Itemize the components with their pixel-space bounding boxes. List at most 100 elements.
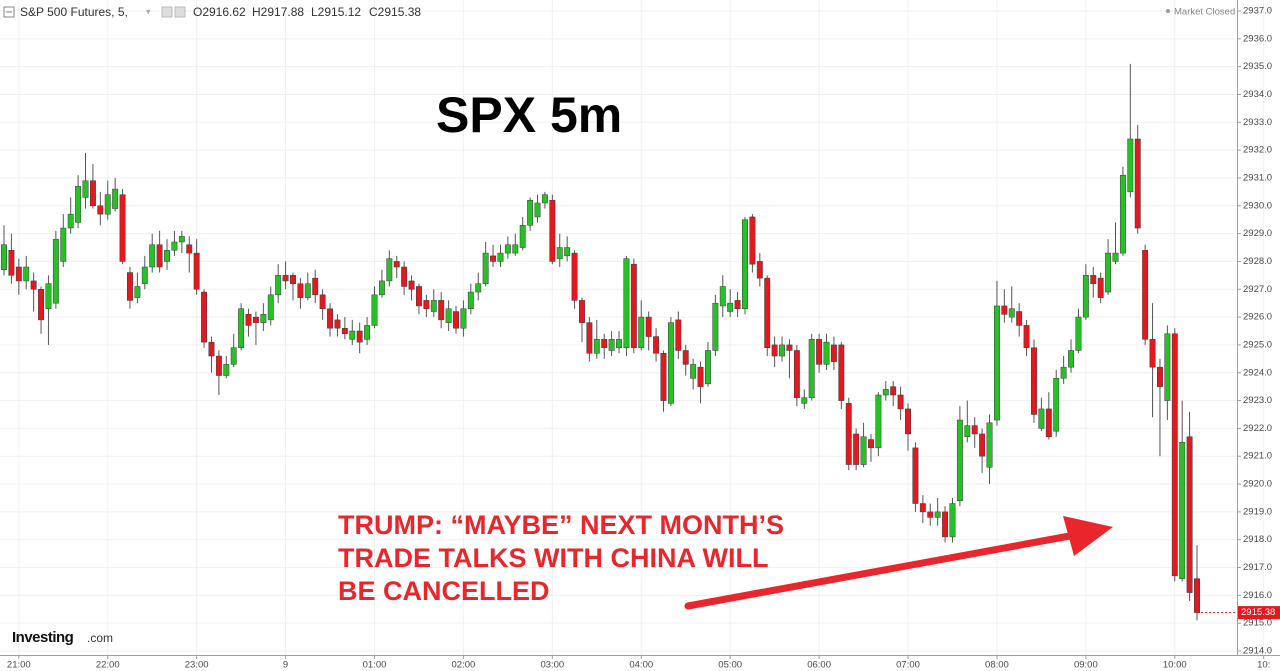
y-tick-label: 2918.0	[1243, 534, 1272, 545]
candle-body	[201, 291, 208, 343]
arrow-shaft	[684, 531, 1079, 610]
candle-body	[734, 300, 741, 309]
close-icon[interactable]	[174, 6, 186, 18]
candle-body	[186, 244, 193, 254]
open-label: O2916.62	[193, 5, 246, 19]
x-tick-label: 07:00	[896, 660, 920, 671]
candle-body	[252, 316, 259, 323]
y-tick-label: 2919.0	[1243, 506, 1272, 517]
candle-body	[215, 355, 222, 376]
low-label: L2915.12	[311, 5, 361, 19]
candle-body	[719, 286, 726, 307]
y-tick-label: 2932.0	[1243, 145, 1272, 156]
arrow-head	[1063, 516, 1113, 556]
candle-body	[705, 350, 711, 385]
candle-body	[245, 314, 252, 326]
x-tick-label: 9	[283, 660, 288, 671]
candle-body	[512, 244, 519, 254]
candle-body	[319, 294, 326, 309]
candle-body	[653, 336, 660, 354]
candle-body	[1, 244, 7, 271]
candle-body	[675, 319, 682, 351]
candle-body	[238, 308, 245, 348]
high-label: H2917.88	[252, 5, 304, 19]
candle-body	[919, 503, 926, 513]
candle-body	[1097, 277, 1104, 298]
last-price-tag	[1238, 606, 1280, 620]
candle-body	[793, 350, 800, 399]
candle-body	[475, 283, 482, 293]
y-tick-label: 2916.0	[1243, 590, 1272, 601]
candle-body	[8, 250, 15, 276]
candle-body	[290, 275, 296, 284]
candle-body	[1090, 275, 1097, 284]
candle-body	[30, 280, 37, 290]
candle-body	[1179, 442, 1186, 579]
candle-body	[638, 316, 645, 348]
collapse-icon[interactable]	[3, 6, 15, 18]
candles	[1, 63, 1200, 621]
y-tick-label: 2914.0	[1243, 646, 1272, 657]
x-tick-label: 10:00	[1163, 660, 1187, 671]
candle-body	[97, 205, 104, 215]
candle-body	[356, 330, 363, 343]
axes: 2914.0 2915.0 2916.0 2917.0 2918.0 2919.0 2920…	[7, 6, 1280, 671]
x-tick-label: 10:	[1257, 660, 1270, 671]
y-tick-label: 2915.0	[1243, 618, 1272, 629]
candle-body	[727, 302, 734, 312]
candle-body	[645, 316, 652, 337]
candle-body	[82, 180, 89, 198]
candle-body	[956, 419, 963, 501]
candle-body	[504, 244, 511, 254]
candle-body	[1053, 378, 1060, 432]
candle-body	[393, 261, 400, 268]
candle-body	[1149, 339, 1156, 368]
candle-body	[1164, 333, 1171, 401]
candle-body	[682, 350, 689, 365]
symbol-label: S&P 500 Futures, 5,	[20, 5, 128, 19]
candle-body	[749, 216, 756, 265]
y-tick-label: 2928.0	[1243, 256, 1272, 267]
candle-body	[519, 225, 526, 248]
x-tick-label: 21:00	[7, 660, 31, 671]
settings-icon[interactable]	[161, 6, 173, 18]
candle-body	[660, 353, 667, 401]
candle-body	[119, 194, 126, 262]
candle-body	[623, 258, 630, 348]
candle-body	[149, 244, 156, 268]
candle-body	[1134, 138, 1141, 229]
x-tick-label: 04:00	[629, 660, 653, 671]
candle-body	[371, 294, 378, 326]
candle-body	[112, 188, 119, 209]
candle-body	[1186, 436, 1193, 593]
candle-body	[282, 275, 289, 282]
candle-body	[38, 289, 44, 321]
candle-body	[1082, 275, 1089, 318]
x-tick-label: 02:00	[452, 660, 476, 671]
candle-body	[312, 277, 319, 296]
market-status: Market Closed	[1174, 7, 1235, 18]
candle-body	[1194, 578, 1200, 613]
x-tick-label: 23:00	[185, 660, 209, 671]
candle-body	[786, 344, 793, 351]
candle-body	[971, 425, 978, 435]
candle-body	[905, 408, 911, 435]
y-tick-label: 2930.0	[1243, 200, 1272, 211]
candle-body	[1171, 333, 1178, 577]
x-tick-label: 09:00	[1074, 660, 1098, 671]
candle-body	[104, 194, 111, 215]
dropdown-caret[interactable]: ▾	[146, 6, 151, 16]
candle-body	[430, 300, 437, 312]
candle-body	[1031, 347, 1037, 415]
candle-body	[816, 339, 823, 365]
candle-body	[60, 227, 67, 262]
candle-body	[801, 397, 808, 404]
candle-body	[986, 422, 993, 468]
y-tick-label: 2917.0	[1243, 562, 1272, 573]
candle-body	[882, 389, 889, 396]
candle-body	[527, 199, 534, 226]
candle-body	[67, 213, 74, 229]
candle-body	[193, 252, 200, 290]
candle-body	[1001, 305, 1008, 315]
